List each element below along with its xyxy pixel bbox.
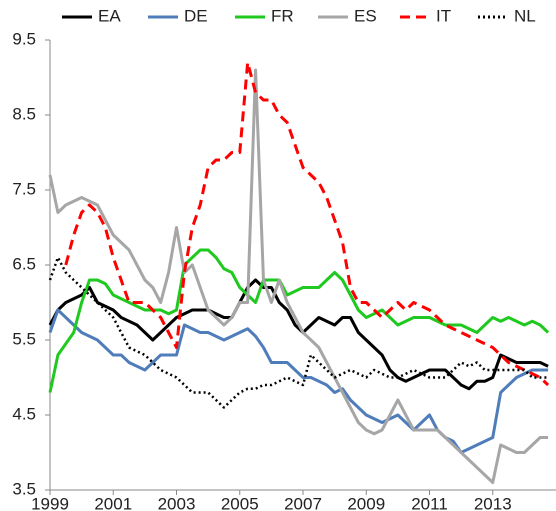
series-line [48, 308, 549, 454]
x-tick-label: 2011 [411, 494, 448, 511]
x-tick-label: 2003 [158, 494, 196, 511]
y-tick-label: 3.5 [12, 479, 36, 498]
y-tick-label: 5.5 [12, 329, 36, 348]
legend-label: NL [514, 6, 536, 25]
series-line [48, 68, 549, 484]
x-tick-label: 2007 [284, 494, 322, 511]
series-line [48, 278, 549, 391]
y-tick-label: 8.5 [12, 104, 36, 123]
y-tick-label: 7.5 [12, 179, 36, 198]
series-line [64, 61, 550, 387]
x-tick-label: 1999 [31, 494, 69, 511]
legend-label: ES [354, 6, 377, 25]
y-tick-label: 4.5 [12, 404, 36, 423]
x-tick-label: 2009 [347, 494, 385, 511]
y-tick-label: 9.5 [12, 29, 36, 48]
legend-label: FR [271, 6, 294, 25]
legend-label: EA [98, 6, 121, 25]
x-tick-label: 2001 [94, 494, 132, 511]
y-tick-label: 6.5 [12, 254, 36, 273]
x-tick-label: 2013 [474, 494, 512, 511]
legend-label: IT [436, 6, 451, 25]
legend-label: DE [184, 6, 208, 25]
series-line [48, 248, 550, 393]
x-tick-label: 2005 [221, 494, 259, 511]
